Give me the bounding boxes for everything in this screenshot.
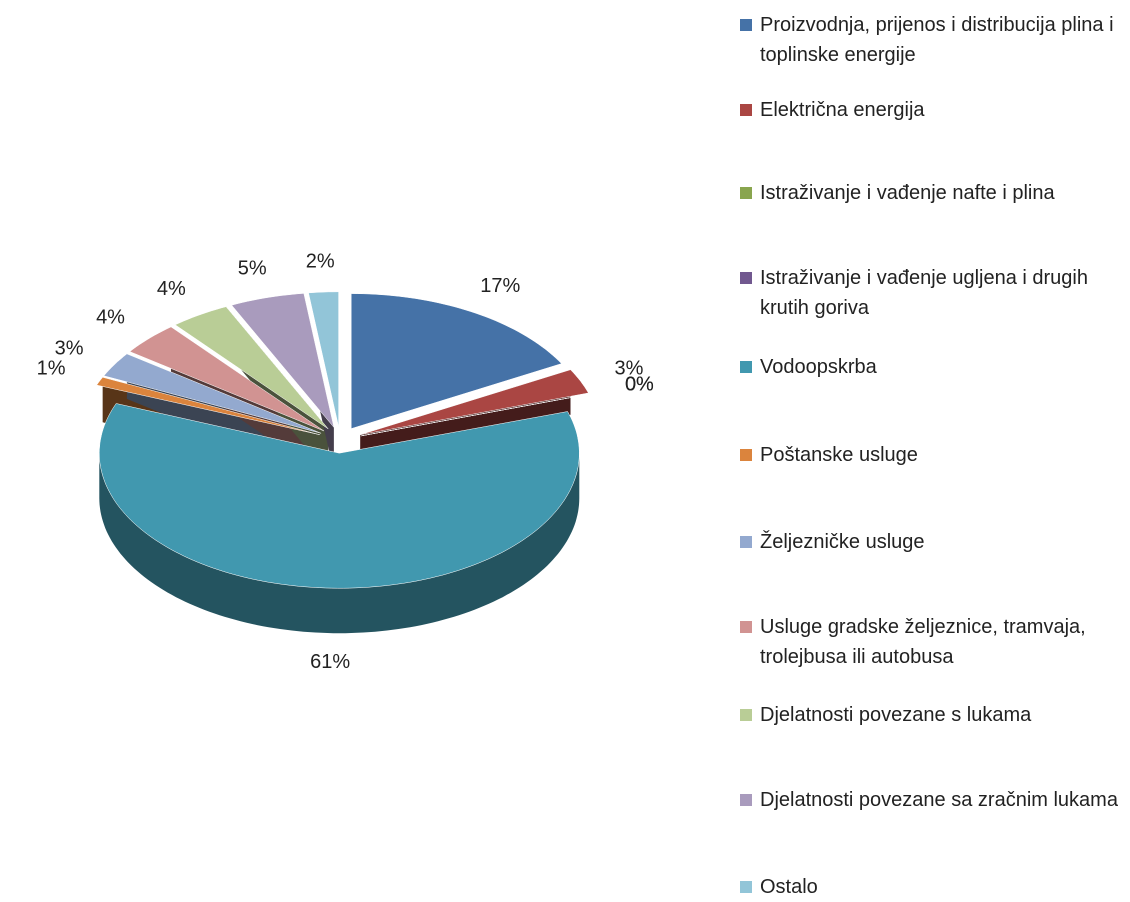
legend-swatch — [740, 881, 752, 893]
slice-side — [99, 453, 580, 634]
slice — [99, 403, 580, 589]
slice — [308, 291, 339, 427]
legend-swatch — [740, 19, 752, 31]
legend-label: Istraživanje i vađenje ugljena i drugih … — [760, 267, 1088, 319]
data-label: 5% — [238, 257, 267, 279]
legend-swatch — [740, 536, 752, 548]
legend-swatch — [740, 187, 752, 199]
legend-swatch — [740, 361, 752, 373]
data-label: 4% — [96, 307, 125, 329]
data-label: 61% — [310, 651, 350, 673]
legend-swatch — [740, 794, 752, 806]
legend-label: Električna energija — [760, 99, 925, 121]
data-label: 1% — [37, 358, 66, 380]
slice — [174, 306, 329, 430]
legend-swatch — [740, 449, 752, 461]
legend-label: Vodoopskrba — [760, 356, 877, 378]
legend-swatch — [740, 104, 752, 116]
legend-label: Usluge gradske željeznice, tramvaja, tro… — [760, 616, 1086, 668]
slice — [129, 326, 325, 432]
legend-label: Istraživanje i vađenje nafte i plina — [760, 182, 1055, 204]
slice — [360, 393, 590, 437]
data-label: 4% — [157, 278, 186, 300]
slice — [103, 353, 322, 434]
data-label: 17% — [480, 275, 520, 297]
data-label: 3% — [614, 358, 643, 380]
legend-label: Djelatnosti povezane sa zračnim lukama — [760, 789, 1118, 811]
slice — [360, 369, 589, 436]
data-label: 3% — [55, 338, 84, 360]
legend-label: Proizvodnja, prijenos i distribucija pli… — [760, 14, 1114, 66]
legend-label: Željezničke usluge — [760, 531, 925, 553]
data-label: 0% — [625, 373, 654, 395]
data-label: 0% — [625, 373, 654, 395]
legend-swatch — [740, 709, 752, 721]
chart: 17%3%0%0%61%1%3%4%4%5% 2% — [37, 251, 654, 673]
slice — [231, 293, 335, 428]
data-label: 2% — [306, 251, 335, 273]
slice — [96, 377, 320, 436]
legend-swatch — [740, 272, 752, 284]
legend-label: Poštanske usluge — [760, 444, 918, 466]
legend-swatch — [740, 621, 752, 633]
legend-label: Djelatnosti povezane s lukama — [760, 704, 1032, 726]
legend-label: Ostalo — [760, 876, 818, 898]
slice — [350, 293, 562, 429]
